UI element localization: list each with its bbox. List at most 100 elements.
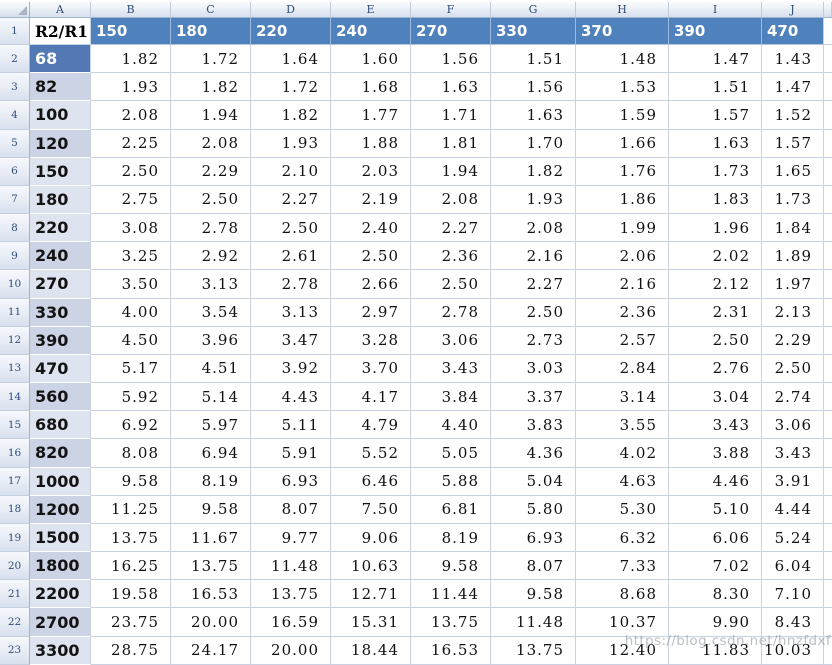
- data-cell[interactable]: 2.76: [669, 354, 762, 384]
- data-cell[interactable]: 4.17: [331, 383, 411, 412]
- data-cell[interactable]: 4.02: [576, 439, 669, 468]
- data-cell[interactable]: 5.30: [576, 495, 669, 524]
- data-cell[interactable]: 1.59: [576, 101, 669, 130]
- data-cell[interactable]: 2.27: [251, 185, 331, 215]
- data-cell[interactable]: 2.50: [331, 242, 411, 271]
- row-header-17[interactable]: 17: [0, 467, 30, 496]
- data-cell[interactable]: 1.71: [411, 101, 491, 130]
- data-cell[interactable]: 1.86: [576, 185, 669, 215]
- data-cell[interactable]: 4.46: [669, 467, 762, 496]
- data-cell[interactable]: 3.54: [171, 298, 251, 327]
- column-header-partial[interactable]: [824, 2, 832, 18]
- data-cell[interactable]: 1.70: [491, 129, 576, 158]
- data-cell[interactable]: 4.43: [251, 383, 331, 412]
- data-cell[interactable]: 6.93: [491, 523, 576, 553]
- data-cell[interactable]: 16.59: [251, 608, 331, 637]
- data-cell[interactable]: 6.81: [411, 495, 491, 524]
- data-cell[interactable]: 1.97: [762, 270, 824, 299]
- data-cell[interactable]: 6.32: [576, 523, 669, 553]
- data-cell[interactable]: 10.63: [331, 552, 411, 581]
- data-sliver-cell[interactable]: [824, 157, 832, 186]
- row-header-18[interactable]: 18: [0, 495, 30, 524]
- data-cell[interactable]: 1.63: [491, 101, 576, 130]
- data-cell[interactable]: 2.36: [576, 298, 669, 327]
- column-header-a[interactable]: A: [30, 2, 91, 18]
- data-cell[interactable]: 1.82: [251, 101, 331, 130]
- data-cell[interactable]: 3.13: [171, 270, 251, 299]
- row-header-11[interactable]: 11: [0, 298, 30, 327]
- data-sliver-cell[interactable]: [824, 383, 832, 412]
- data-cell[interactable]: 9.58: [91, 467, 171, 496]
- data-cell[interactable]: 1.73: [762, 185, 824, 215]
- data-sliver-cell[interactable]: [824, 73, 832, 102]
- data-cell[interactable]: 10.37: [576, 608, 669, 637]
- data-cell[interactable]: 4.50: [91, 326, 171, 355]
- data-cell[interactable]: 4.63: [576, 467, 669, 496]
- data-cell[interactable]: 2.10: [251, 157, 331, 186]
- data-cell[interactable]: 20.00: [171, 608, 251, 637]
- data-cell[interactable]: 2.78: [171, 214, 251, 243]
- data-cell[interactable]: 6.92: [91, 411, 171, 440]
- data-sliver-cell[interactable]: [824, 270, 832, 299]
- data-cell[interactable]: 8.07: [251, 495, 331, 524]
- data-cell[interactable]: 2.08: [171, 129, 251, 158]
- data-cell[interactable]: 2.97: [331, 298, 411, 327]
- data-cell[interactable]: 24.17: [171, 636, 251, 665]
- data-cell[interactable]: 19.58: [91, 580, 171, 609]
- column-header-i[interactable]: I: [669, 2, 762, 18]
- data-cell[interactable]: 28.75: [91, 636, 171, 665]
- data-cell[interactable]: 5.05: [411, 439, 491, 468]
- column-header-c[interactable]: C: [171, 2, 251, 18]
- header-value-cell[interactable]: 220: [251, 18, 331, 45]
- data-cell[interactable]: 3.04: [669, 383, 762, 412]
- data-cell[interactable]: 3.70: [331, 354, 411, 384]
- data-cell[interactable]: 23.75: [91, 608, 171, 637]
- data-cell[interactable]: 1.43: [762, 45, 824, 74]
- data-cell[interactable]: 2.16: [576, 270, 669, 299]
- data-cell[interactable]: 13.75: [411, 608, 491, 637]
- data-sliver-cell[interactable]: [824, 242, 832, 271]
- data-cell[interactable]: 3.96: [171, 326, 251, 355]
- data-cell[interactable]: 2.40: [331, 214, 411, 243]
- row-label-cell[interactable]: 680: [30, 411, 91, 440]
- data-cell[interactable]: 1.81: [411, 129, 491, 158]
- data-cell[interactable]: 2.03: [331, 157, 411, 186]
- row-header-8[interactable]: 8: [0, 214, 30, 243]
- data-cell[interactable]: 1.93: [91, 73, 171, 102]
- row-header-5[interactable]: 5: [0, 129, 30, 158]
- data-cell[interactable]: 1.56: [411, 45, 491, 74]
- data-cell[interactable]: 1.83: [669, 185, 762, 215]
- data-cell[interactable]: 5.97: [171, 411, 251, 440]
- row-label-cell[interactable]: 220: [30, 214, 91, 243]
- data-cell[interactable]: 1.65: [762, 157, 824, 186]
- data-cell[interactable]: 3.28: [331, 326, 411, 355]
- data-cell[interactable]: 1.47: [669, 45, 762, 74]
- data-cell[interactable]: 2.29: [171, 157, 251, 186]
- data-cell[interactable]: 2.57: [576, 326, 669, 355]
- data-sliver-cell[interactable]: [824, 552, 832, 581]
- row-label-cell[interactable]: 1500: [30, 523, 91, 553]
- data-sliver-cell[interactable]: [824, 185, 832, 215]
- data-cell[interactable]: 1.66: [576, 129, 669, 158]
- data-cell[interactable]: 2.19: [331, 185, 411, 215]
- data-cell[interactable]: 2.27: [411, 214, 491, 243]
- data-cell[interactable]: 5.24: [762, 523, 824, 553]
- data-cell[interactable]: 3.06: [411, 326, 491, 355]
- header-value-cell[interactable]: 330: [491, 18, 576, 45]
- data-cell[interactable]: 16.25: [91, 552, 171, 581]
- row-label-cell[interactable]: 1200: [30, 495, 91, 524]
- row-label-cell[interactable]: 2700: [30, 608, 91, 637]
- data-cell[interactable]: 9.58: [491, 580, 576, 609]
- data-cell[interactable]: 2.50: [171, 185, 251, 215]
- data-cell[interactable]: 2.27: [491, 270, 576, 299]
- data-cell[interactable]: 3.55: [576, 411, 669, 440]
- data-cell[interactable]: 8.30: [669, 580, 762, 609]
- data-cell[interactable]: 8.19: [411, 523, 491, 553]
- data-cell[interactable]: 7.10: [762, 580, 824, 609]
- data-cell[interactable]: 1.56: [491, 73, 576, 102]
- row-header-3[interactable]: 3: [0, 73, 30, 102]
- data-cell[interactable]: 2.61: [251, 242, 331, 271]
- data-cell[interactable]: 8.07: [491, 552, 576, 581]
- data-cell[interactable]: 1.89: [762, 242, 824, 271]
- row-label-cell[interactable]: 82: [30, 73, 91, 102]
